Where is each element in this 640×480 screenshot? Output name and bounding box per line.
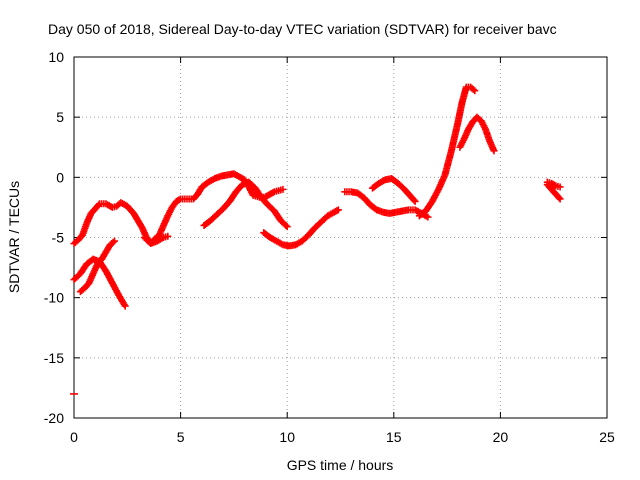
- series-seg-g: [341, 188, 432, 221]
- data-point: [317, 213, 330, 226]
- data-point: [460, 127, 472, 143]
- data-point: [471, 87, 479, 95]
- data-point: [106, 238, 117, 249]
- data-point: [266, 189, 277, 198]
- data-point: [311, 219, 324, 232]
- series-seg-j: [456, 113, 498, 155]
- data-point: [481, 125, 493, 144]
- data-point: [330, 207, 341, 216]
- data-point: [373, 206, 386, 216]
- data-point: [121, 302, 129, 310]
- series-seg-f: [260, 206, 342, 250]
- data-point: [407, 193, 418, 204]
- data-point: [283, 223, 291, 231]
- data-point: [441, 148, 455, 179]
- data-point: [375, 177, 388, 187]
- data-point: [556, 195, 564, 203]
- data-point: [219, 199, 233, 213]
- data-point: [435, 173, 448, 193]
- series-seg-e: [200, 178, 291, 231]
- data-point: [111, 237, 119, 245]
- x-tick-label: 20: [493, 429, 509, 445]
- y-axis-label: SDTVAR / TECUs: [6, 181, 22, 293]
- data-point: [172, 196, 183, 205]
- data-point: [486, 137, 497, 153]
- series-seg-d: [140, 232, 172, 248]
- series-seg-a: [70, 170, 287, 248]
- y-tick-label: 0: [56, 169, 64, 185]
- data-point: [183, 195, 195, 203]
- data-point: [230, 170, 243, 180]
- data-point: [424, 213, 432, 221]
- data-point: [83, 211, 94, 227]
- data-point: [102, 200, 115, 211]
- data-point: [164, 205, 175, 220]
- x-tick-label: 5: [177, 429, 185, 445]
- series-seg-h: [368, 175, 419, 205]
- series-seg-k: [543, 181, 564, 203]
- data-point: [334, 206, 342, 214]
- series-seg-l: [543, 178, 564, 191]
- data-point: [204, 175, 217, 186]
- y-tick-label: 5: [56, 109, 64, 125]
- data-point: [464, 119, 476, 133]
- data-point: [96, 258, 109, 274]
- data-point: [260, 229, 273, 241]
- data-point: [552, 190, 563, 202]
- data-point: [447, 121, 461, 155]
- data-point: [245, 178, 258, 191]
- data-point: [279, 185, 287, 193]
- x-tick-label: 10: [279, 429, 295, 445]
- y-tick-label: -5: [52, 230, 65, 246]
- ticks: 0 5 10 15 20 25 -20 -15 -10 -5 0 5 10: [44, 49, 615, 445]
- data-points: [70, 83, 564, 395]
- chart-title: Day 050 of 2018, Sidereal Day-to-day VTE…: [48, 21, 557, 37]
- data-point: [477, 117, 489, 132]
- x-axis-label: GPS time / hours: [287, 457, 394, 473]
- x-tick-label: 15: [386, 429, 402, 445]
- series-seg-c: [70, 255, 129, 310]
- data-point: [411, 197, 419, 205]
- y-tick-label: 10: [48, 49, 64, 65]
- y-tick-label: -20: [44, 410, 64, 426]
- x-tick-label: 25: [599, 429, 615, 445]
- y-tick-label: -15: [44, 350, 64, 366]
- series-seg-i: [415, 83, 479, 220]
- data-point: [490, 147, 498, 155]
- data-point: [454, 100, 466, 127]
- x-tick-label: 0: [70, 429, 78, 445]
- data-point: [226, 189, 239, 205]
- data-point: [164, 232, 172, 240]
- data-point: [556, 183, 564, 191]
- y-tick-label: -10: [44, 290, 64, 306]
- data-point: [168, 199, 179, 211]
